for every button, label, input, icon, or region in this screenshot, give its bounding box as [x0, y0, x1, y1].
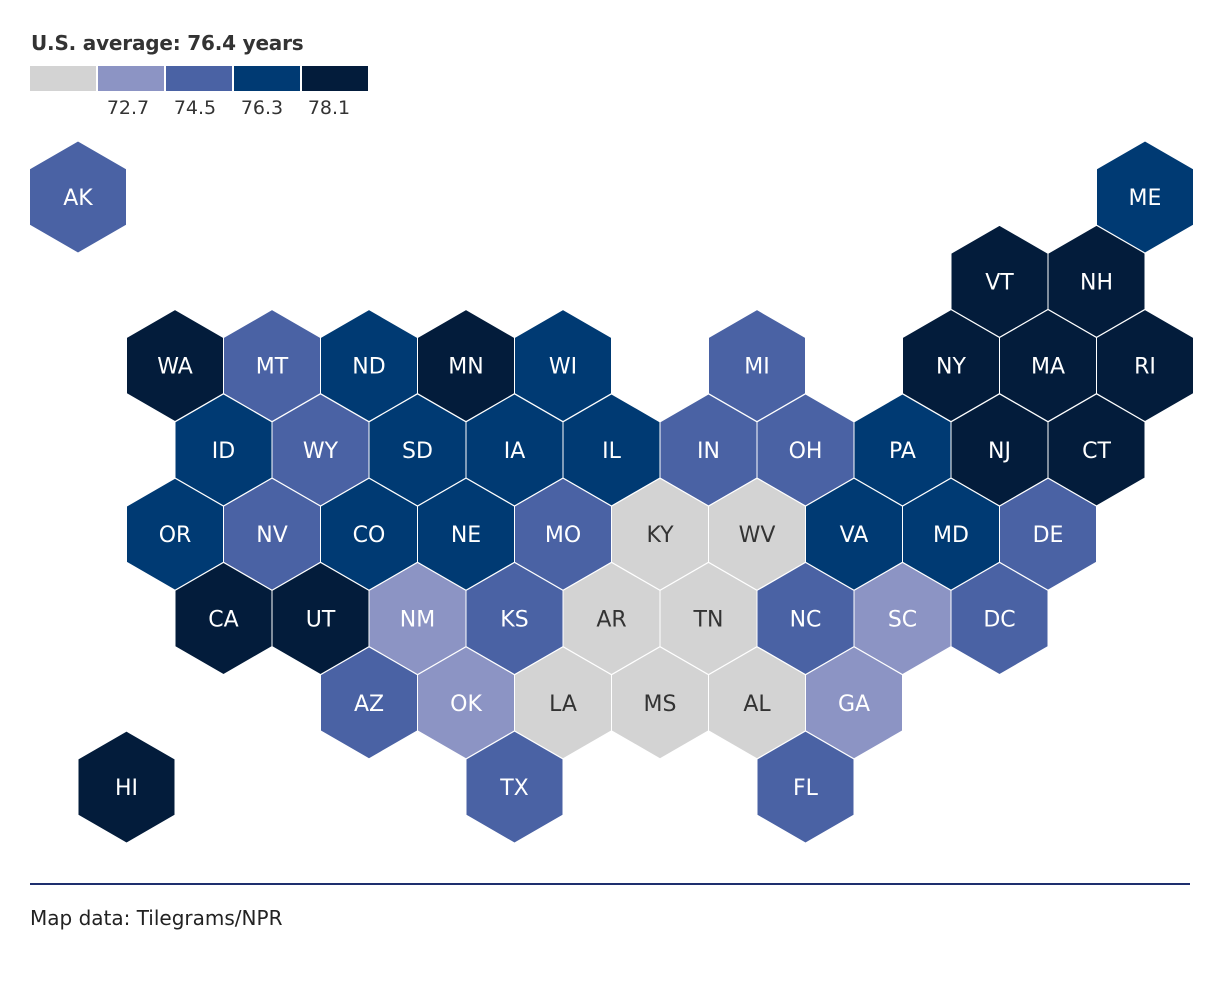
- legend-swatch-1: [98, 66, 164, 91]
- state-label: NV: [256, 523, 288, 548]
- state-tile-tx[interactable]: TX: [465, 730, 564, 844]
- legend-swatch-2: [166, 66, 232, 91]
- state-tile-la[interactable]: LA: [514, 646, 612, 760]
- source-note: Map data: Tilegrams/NPR: [30, 906, 283, 930]
- state-label: RI: [1134, 355, 1156, 380]
- state-hex: [950, 561, 1049, 676]
- state-tile-sd[interactable]: SD: [368, 393, 467, 507]
- legend-swatch-3: [234, 66, 300, 91]
- state-tile-il[interactable]: IL: [562, 393, 661, 507]
- state-label: ID: [212, 439, 235, 464]
- state-label: AR: [596, 608, 626, 633]
- state-label: DC: [983, 608, 1015, 633]
- state-label: IL: [602, 439, 621, 464]
- state-label: KY: [646, 523, 674, 548]
- state-label: WA: [157, 355, 193, 380]
- state-label: IA: [504, 439, 526, 464]
- state-label: NM: [400, 608, 435, 633]
- legend-swatch-0: [30, 66, 96, 91]
- state-tile-ok[interactable]: OK: [417, 646, 515, 760]
- state-label: MS: [644, 692, 677, 717]
- state-tile-hi[interactable]: HI: [77, 730, 176, 844]
- state-label: OR: [159, 523, 192, 548]
- state-label: MD: [933, 523, 969, 548]
- legend-tick-label: 72.7: [106, 97, 150, 119]
- state-label: FL: [793, 776, 819, 801]
- state-tile-nc[interactable]: NC: [756, 561, 855, 676]
- state-tile-de[interactable]: DE: [999, 477, 1097, 591]
- state-label: WV: [739, 523, 776, 548]
- state-label: SC: [888, 608, 917, 633]
- state-label: MA: [1031, 355, 1065, 380]
- state-label: AL: [743, 692, 771, 717]
- state-label: MN: [448, 355, 483, 380]
- footer-divider: [30, 883, 1190, 885]
- state-hex: [29, 140, 127, 254]
- state-tile-oh[interactable]: OH: [756, 393, 855, 507]
- state-label: VA: [840, 523, 869, 548]
- state-label: CO: [353, 523, 386, 548]
- state-tile-pa[interactable]: PA: [853, 393, 952, 507]
- state-label: KS: [500, 608, 528, 633]
- state-label: IN: [697, 439, 720, 464]
- state-tile-fl[interactable]: FL: [756, 730, 855, 844]
- state-label: ME: [1129, 186, 1162, 211]
- state-tile-ri[interactable]: RI: [1096, 309, 1194, 423]
- state-tile-ar[interactable]: AR: [562, 561, 661, 676]
- state-label: NE: [451, 523, 481, 548]
- state-label: GA: [838, 692, 870, 717]
- state-label: AZ: [354, 692, 384, 717]
- state-label: MT: [256, 355, 289, 380]
- state-label: NC: [790, 608, 822, 633]
- state-tile-al[interactable]: AL: [708, 646, 806, 760]
- state-tile-dc[interactable]: DC: [950, 561, 1049, 676]
- state-tile-mo[interactable]: MO: [514, 477, 612, 591]
- legend-tick-label: 78.1: [307, 97, 351, 119]
- state-label: NY: [936, 355, 966, 380]
- state-label: MO: [545, 523, 581, 548]
- legend-title: U.S. average: 76.4 years: [31, 31, 304, 55]
- state-label: SD: [402, 439, 433, 464]
- state-label: DE: [1033, 523, 1064, 548]
- state-label: CT: [1082, 439, 1111, 464]
- state-tile-mt[interactable]: MT: [223, 309, 321, 423]
- state-label: MI: [744, 355, 769, 380]
- state-hex: [465, 730, 564, 844]
- state-label: AK: [63, 186, 93, 211]
- state-tile-wi[interactable]: WI: [514, 309, 612, 423]
- state-label: WI: [549, 355, 577, 380]
- legend-tick-label: 76.3: [240, 97, 284, 119]
- state-label: NJ: [988, 439, 1011, 464]
- state-label: UT: [306, 608, 336, 633]
- state-tile-wy[interactable]: WY: [271, 393, 370, 507]
- state-label: OH: [789, 439, 823, 464]
- state-label: TX: [499, 776, 529, 801]
- state-label: NH: [1080, 270, 1113, 295]
- state-tile-ga[interactable]: GA: [805, 646, 903, 760]
- state-tile-wv[interactable]: WV: [708, 477, 806, 591]
- state-label: ND: [352, 355, 385, 380]
- state-label: CA: [208, 608, 238, 633]
- legend-tick-label: 74.5: [173, 97, 217, 119]
- state-tile-md[interactable]: MD: [902, 477, 1000, 591]
- state-label: LA: [549, 692, 577, 717]
- state-tile-nm[interactable]: NM: [368, 561, 467, 676]
- legend-swatch-4: [302, 66, 368, 91]
- state-tile-ut[interactable]: UT: [271, 561, 370, 676]
- state-label: TN: [693, 608, 724, 633]
- state-tile-mi[interactable]: MI: [708, 309, 806, 423]
- state-tile-vt[interactable]: VT: [950, 224, 1049, 338]
- state-tile-nj[interactable]: NJ: [950, 393, 1049, 507]
- state-label: OK: [450, 692, 482, 717]
- state-label: HI: [115, 776, 138, 801]
- state-tile-ak[interactable]: AK: [29, 140, 127, 254]
- state-label: PA: [889, 439, 916, 464]
- state-tile-me[interactable]: ME: [1096, 140, 1194, 254]
- state-hex: [77, 730, 176, 844]
- state-label: VT: [985, 270, 1014, 295]
- state-hex: [756, 730, 855, 844]
- legend-color-scale: [30, 66, 370, 91]
- state-label: WY: [303, 439, 339, 464]
